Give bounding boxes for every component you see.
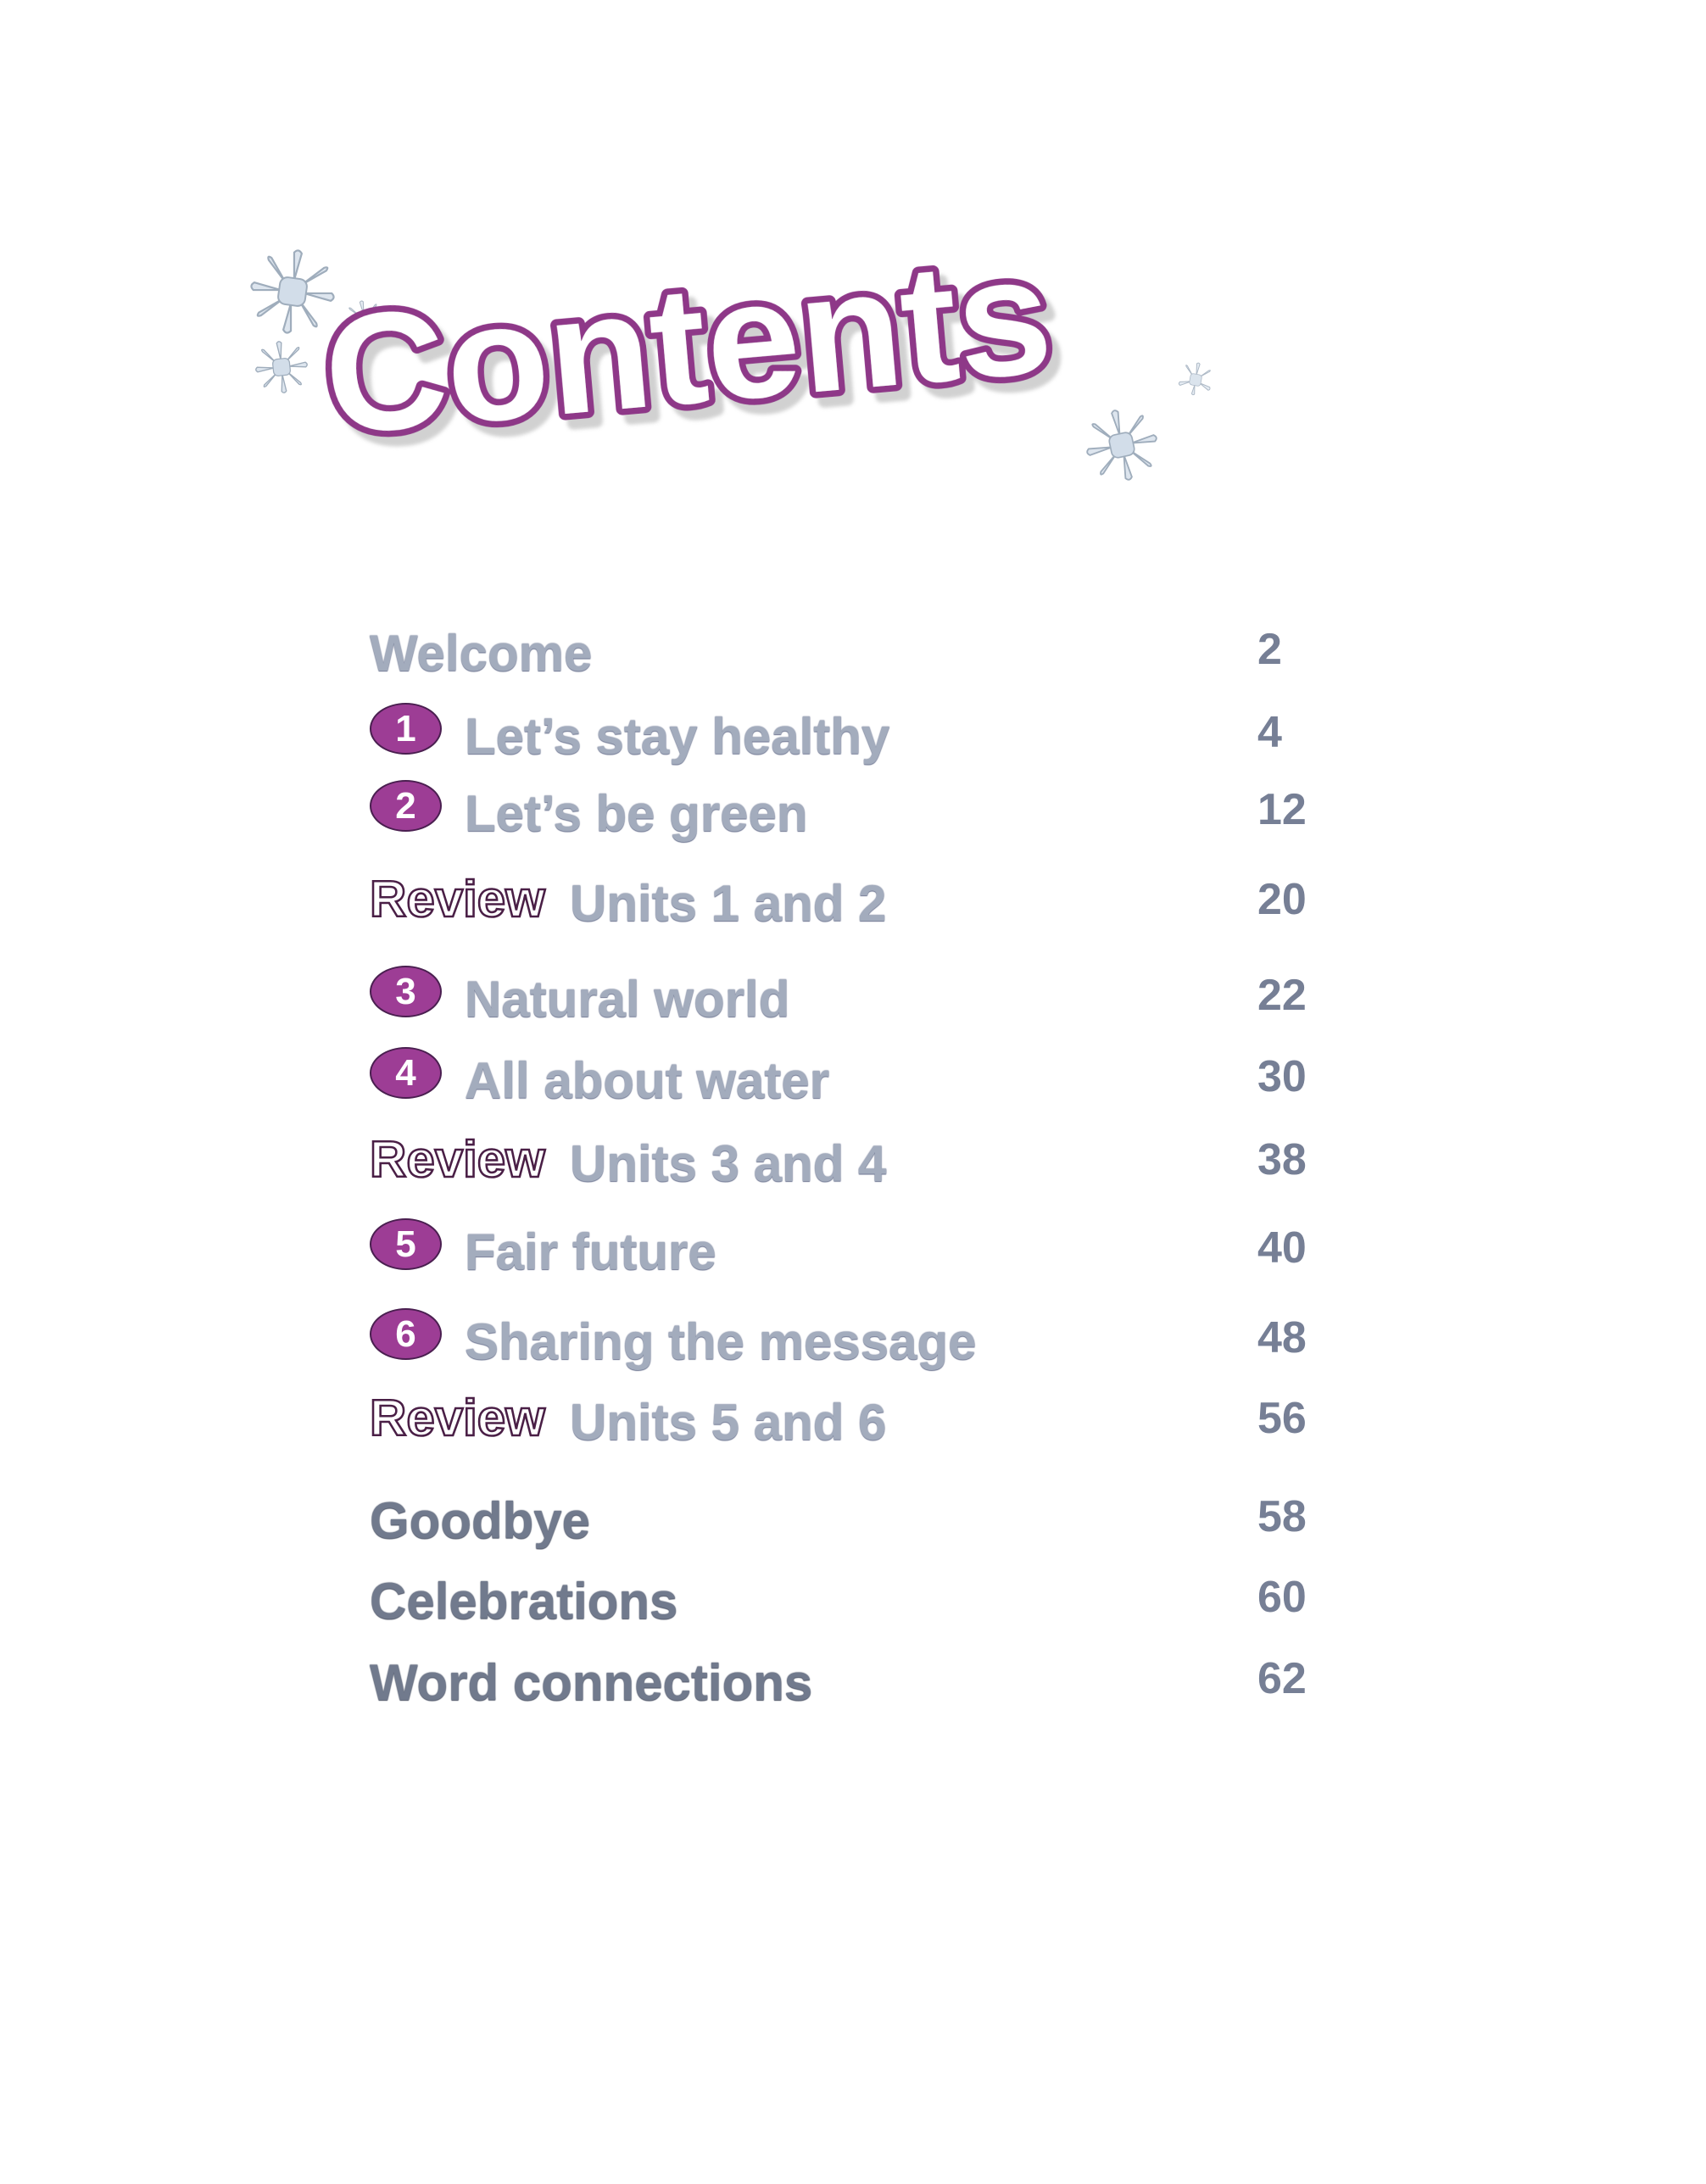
svg-text:Contents: Contents bbox=[317, 220, 1058, 470]
